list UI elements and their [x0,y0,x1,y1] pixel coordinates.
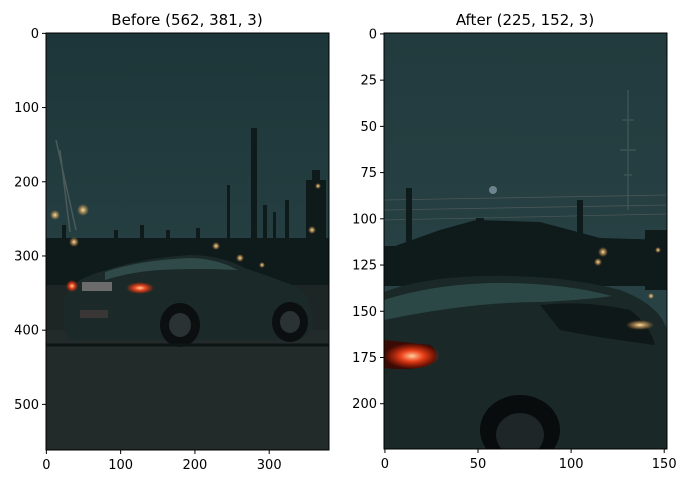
panel-before: Before (562, 381, 3) [14,11,330,473]
y-tick-label: 500 [14,398,39,413]
lights [46,183,321,294]
x-tick-label: 300 [257,458,282,473]
y-ticks-before: 0 100 200 300 400 500 [14,27,46,413]
y-tick-label: 300 [14,249,39,264]
axes-before [45,32,330,451]
axes-after [383,32,668,450]
y-tick-label: 75 [360,166,377,181]
x-tick-label: 150 [652,457,677,472]
photo-before [46,33,329,450]
panel-after: After (225, 152, 3) [352,11,676,472]
y-tick-label: 175 [352,351,377,366]
x-tick-label: 0 [381,457,389,472]
x-tick-label: 50 [470,457,487,472]
y-tick-label: 400 [14,324,39,339]
x-tick-label: 0 [42,458,50,473]
y-tick-label: 0 [31,27,39,42]
car-after [384,275,667,449]
y-tick-label: 200 [14,175,39,190]
y-tick-label: 150 [352,305,377,320]
y-tick-label: 25 [360,74,377,89]
y-tick-label: 100 [14,101,39,116]
photo-after [384,33,667,449]
antenna [620,90,636,210]
x-tick-label: 200 [183,458,208,473]
y-tick-label: 100 [352,212,377,227]
skyline [384,188,667,290]
panel-before-title: Before (562, 381, 3) [111,11,262,29]
crane [55,139,77,233]
x-ticks-after: 0 50 100 150 [381,449,677,472]
x-tick-label: 100 [108,458,133,473]
x-ticks-before: 0 100 200 300 [42,450,282,473]
x-tick-label: 100 [559,457,584,472]
lights [489,186,661,299]
y-tick-label: 50 [360,120,377,135]
y-tick-label: 125 [352,259,377,274]
fence [384,194,667,221]
y-tick-label: 200 [352,397,377,412]
y-tick-label: 0 [369,27,377,42]
car-before [63,255,313,347]
panel-after-title: After (225, 152, 3) [456,11,594,29]
y-ticks-after: 0 25 50 75 100 125 150 175 200 [352,27,384,412]
